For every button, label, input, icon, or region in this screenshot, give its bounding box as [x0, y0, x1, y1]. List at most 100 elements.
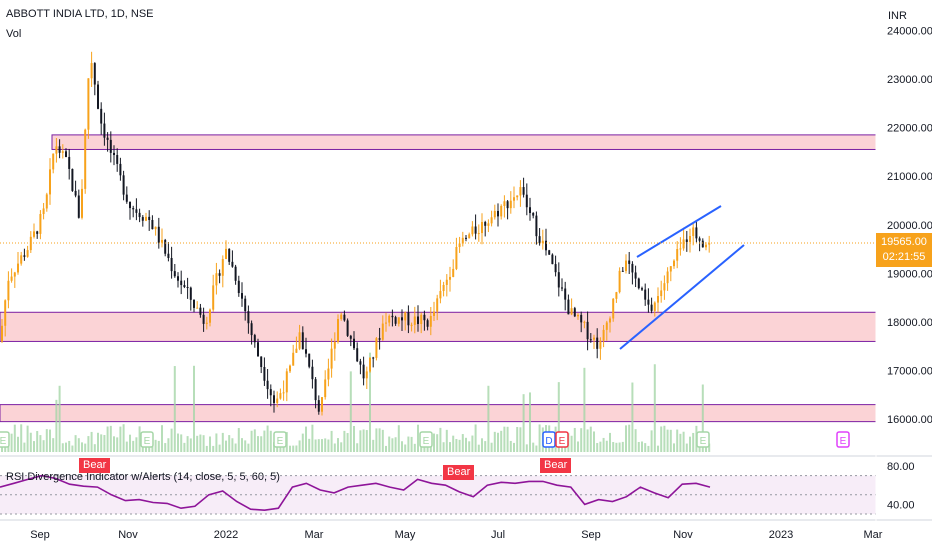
candle-body: [490, 217, 493, 224]
volume-bar: [692, 432, 695, 452]
volume-bar: [343, 430, 346, 452]
candle-body: [10, 276, 13, 281]
candle-body: [545, 240, 547, 251]
volume-bar: [634, 429, 637, 452]
volume-bar: [138, 426, 141, 452]
volume-bar: [68, 440, 71, 452]
candle-body: [609, 318, 611, 323]
candle-body: [439, 290, 442, 299]
volume-bar: [436, 434, 439, 452]
candle-body: [97, 84, 99, 109]
candle-body: [612, 298, 615, 319]
volume-bar: [609, 432, 611, 452]
time-axis: Sep Nov 2022 Mar May Jul Sep Nov 2023 Mar: [30, 529, 883, 541]
candle-body: [154, 226, 157, 230]
volume-bar: [113, 436, 115, 452]
volume-bar: [586, 429, 589, 452]
marker-letter: E: [0, 436, 7, 447]
volume-bar: [269, 430, 272, 452]
candle-body: [561, 287, 563, 289]
candle-body: [74, 190, 77, 196]
volume-bar: [23, 442, 26, 452]
volume-bars: [1, 352, 711, 452]
candle-body: [663, 283, 666, 291]
candle-body: [705, 244, 707, 248]
candle-body: [301, 332, 304, 350]
volume-bar: [573, 427, 576, 452]
candle-body: [353, 338, 355, 349]
volume-bar: [20, 424, 23, 452]
volume-bar: [455, 439, 458, 452]
candlesticks: [1, 51, 711, 416]
volume-bar: [122, 424, 125, 452]
volume-bar: [186, 436, 189, 452]
price-tick-label: 18000.00: [887, 317, 932, 329]
candle-body: [567, 299, 570, 315]
candle-body: [692, 227, 695, 236]
candle-body: [685, 239, 688, 242]
volume-bar: [7, 444, 10, 452]
volume-bar: [477, 444, 480, 452]
volume-bar: [151, 443, 154, 452]
candle-body: [308, 353, 311, 367]
candle-body: [119, 163, 122, 176]
candle-body: [673, 260, 675, 267]
candle-body: [676, 249, 679, 261]
candle-body: [257, 342, 259, 357]
volume-label[interactable]: Vol: [6, 28, 22, 40]
price-tick-label: 23000.00: [887, 74, 932, 86]
earnings-marker: E: [836, 431, 850, 448]
candle-body: [564, 288, 567, 300]
candle-body: [71, 168, 74, 191]
candle-body: [529, 207, 531, 213]
price-tick-label: 22000.00: [887, 123, 932, 135]
price-tick-label: 24000.00: [887, 25, 932, 37]
bear-tag: Bear: [79, 458, 111, 473]
candle-body: [273, 395, 275, 403]
symbol-title[interactable]: ABBOTT INDIA LTD, 1D, NSE: [6, 8, 154, 20]
marker-letter: D: [545, 436, 552, 447]
volume-bar: [135, 437, 138, 452]
candle-body: [279, 393, 282, 399]
volume-bar: [410, 436, 413, 452]
bear-tag: Bear: [443, 465, 475, 480]
volume-bar: [417, 424, 419, 452]
volume-bar: [593, 431, 595, 452]
lower-trendline: [619, 244, 745, 350]
volume-bar: [116, 437, 119, 452]
volume-bar: [413, 443, 416, 452]
volume-bar: [525, 444, 528, 452]
candle-body: [593, 337, 595, 340]
candle-body: [151, 219, 154, 230]
candle-body: [458, 243, 461, 248]
volume-bar: [503, 426, 506, 452]
price-zone: [51, 134, 877, 150]
volume-bar: [394, 437, 397, 452]
candle-body: [17, 263, 19, 273]
candle-body: [493, 210, 496, 218]
volume-bar: [154, 439, 157, 452]
candle-body: [679, 248, 682, 250]
candle-body: [577, 314, 579, 317]
time-tick-label: Sep: [30, 529, 50, 541]
rsi-pane: [0, 474, 876, 515]
candle-body: [311, 366, 314, 380]
marker-letter: E: [277, 436, 284, 447]
marker-letter: E: [840, 436, 847, 447]
candle-body: [426, 320, 429, 327]
volume-bar: [580, 428, 583, 452]
rsi-title[interactable]: RSI Divergence Indicator w/Alerts (14, c…: [6, 471, 280, 483]
candle-body: [484, 222, 487, 226]
volume-bar: [557, 382, 560, 452]
price-zone: [0, 404, 877, 423]
rsi-axis: 80.00 40.00: [887, 461, 915, 511]
candle-body: [167, 253, 170, 258]
volume-bar: [369, 352, 371, 452]
volume-bar: [317, 439, 320, 452]
volume-bar: [337, 438, 339, 452]
candle-body: [295, 348, 298, 353]
candle-body: [215, 273, 218, 286]
candle-body: [199, 307, 202, 315]
candle-body: [138, 212, 141, 218]
